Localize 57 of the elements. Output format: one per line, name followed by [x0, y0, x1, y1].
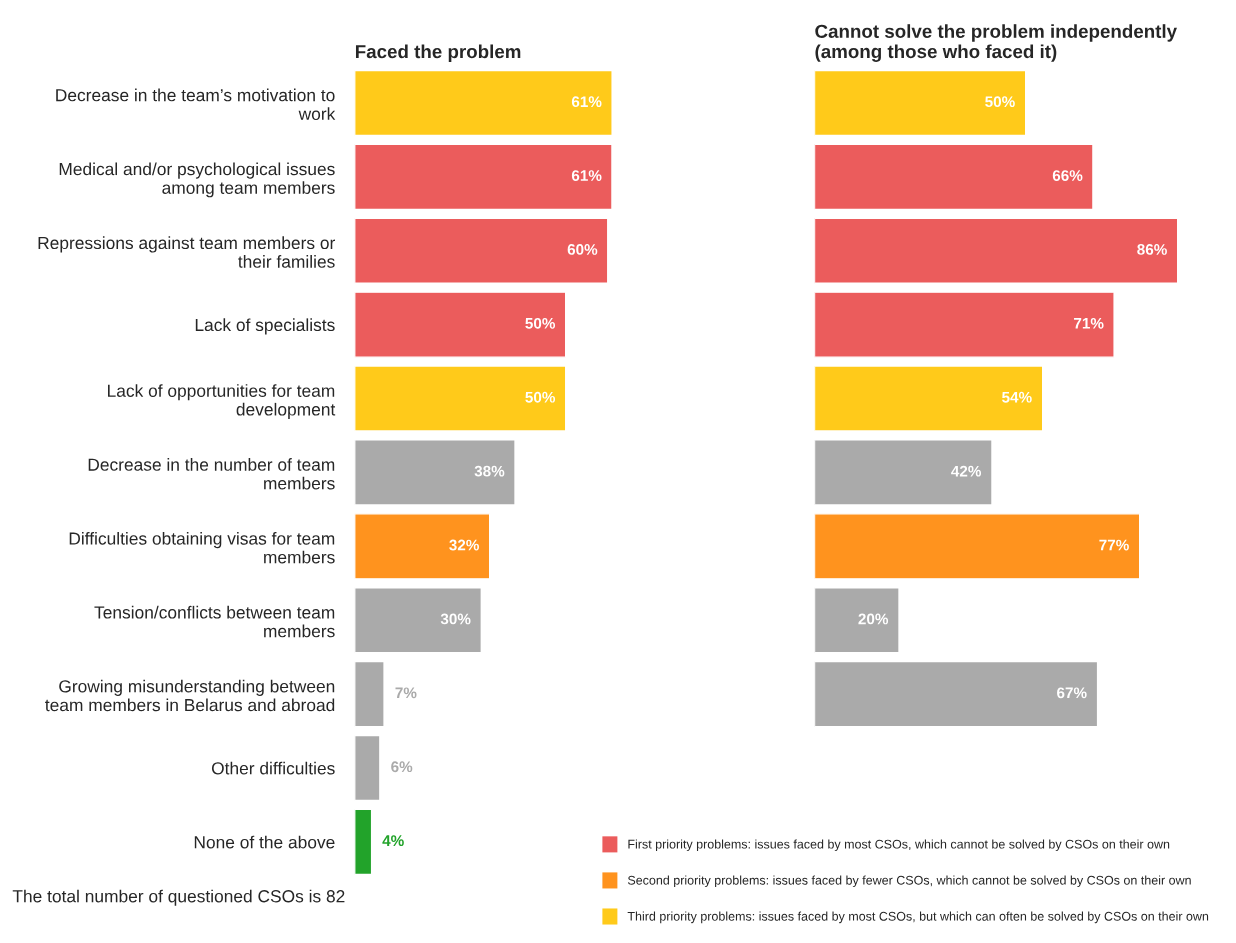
bar [354, 513, 491, 580]
y-tick-label: Lack of opportunities for team development [108, 384, 336, 420]
data-label: 4% [382, 835, 404, 846]
data-label: 6% [391, 761, 413, 773]
legend-label: Third priority problems: issues faced by most CSOs, but which can often be solved by CSOs on their own [627, 911, 1209, 924]
bar [354, 69, 614, 137]
data-label: 71% [1074, 317, 1104, 329]
y-tick-label: Tension/conflicts between team members [94, 605, 335, 638]
legend-label: First priority problems: issues faced by most CSOs, which cannot be solved by CSOs on their own [628, 839, 1170, 852]
data-label: 61% [571, 96, 602, 108]
bar [814, 513, 1141, 580]
bar [354, 143, 614, 211]
bar [354, 291, 567, 358]
y-tick-label: Medical and/or psychological issues among team members [59, 162, 335, 198]
data-label: 86% [1137, 244, 1167, 255]
y-tick-label: None of the above [194, 835, 335, 849]
data-label: 50% [525, 317, 556, 329]
data-label: 50% [525, 391, 556, 403]
bar [354, 365, 567, 432]
data-label: 66% [1052, 170, 1083, 181]
data-label: 67% [1057, 687, 1087, 699]
bar [354, 734, 381, 802]
bar [354, 439, 516, 506]
bar [814, 587, 900, 654]
bar [814, 660, 1099, 728]
chart-title: Faced the problem [355, 44, 521, 62]
bar [354, 808, 373, 876]
y-tick-label: Decrease in the team’s motivation to work [56, 88, 336, 121]
bar [814, 143, 1095, 211]
bar [354, 660, 386, 728]
y-tick-label: Decrease in the number of team members [88, 458, 335, 490]
bar [814, 439, 993, 506]
data-label: 60% [567, 244, 598, 255]
y-tick-label: Repressions against team members or their families [38, 236, 336, 268]
data-label: 77% [1099, 539, 1129, 551]
bar [814, 217, 1179, 284]
bar [814, 365, 1044, 432]
data-label: 30% [440, 613, 471, 625]
text: The total number of questioned CSOs is 82 [12, 889, 345, 906]
bar [354, 587, 483, 654]
data-label: 61% [571, 170, 602, 181]
bar [814, 291, 1116, 358]
y-tick-label: Other difficulties [211, 761, 335, 775]
data-label: 38% [474, 465, 505, 477]
y-tick-label: Growing misunderstanding between team members in Belarus and abroad [45, 679, 335, 712]
data-label: 50% [985, 96, 1015, 108]
data-label: 42% [951, 465, 982, 477]
y-tick-label: Difficulties obtaining visas for team members [69, 531, 335, 564]
chart-title: Cannot solve the problem independently (among those who faced it) [815, 24, 1177, 62]
data-label: 20% [858, 613, 889, 625]
bar [354, 217, 609, 284]
data-label: 32% [449, 539, 479, 551]
bar [814, 69, 1027, 137]
data-label: 7% [395, 687, 417, 699]
data-label: 54% [1002, 391, 1032, 403]
y-tick-label: Lack of specialists [195, 318, 335, 335]
legend-label: Second priority problems: issues faced by fewer CSOs, which cannot be solved by CSOs on their own [627, 875, 1191, 888]
